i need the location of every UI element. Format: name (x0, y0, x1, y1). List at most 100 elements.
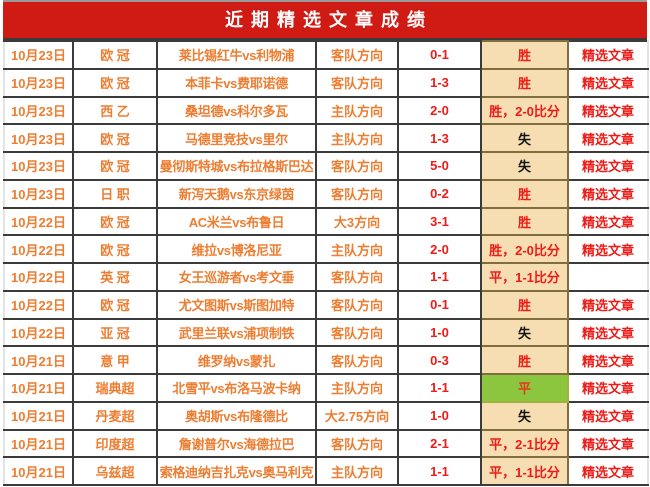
article-link[interactable]: 精选文章 (567, 345, 649, 375)
score-cell: 5-0 (397, 151, 482, 181)
match-cell: 女王巡游者vs考文垂 (156, 262, 317, 292)
score-cell: 3-1 (397, 206, 482, 237)
date-cell: 10月21日 (3, 428, 74, 459)
article-link[interactable]: 精选文章 (567, 456, 649, 486)
table-row: 10月23日 欧 冠 本菲卡vs费耶诺德 客队方向 1-3 胜 精选文章 (3, 67, 649, 98)
match-cell: 桑坦德vs科尔多瓦 (156, 95, 317, 126)
direction-cell: 客队方向 (315, 67, 399, 98)
result-cell: 胜，2-0比分 (480, 234, 569, 264)
result-cell: 胜，2-0比分 (480, 95, 569, 126)
match-cell: 索格迪纳吉扎克vs奥马利克 (156, 456, 317, 486)
table-row: 10月21日 乌兹超 索格迪纳吉扎克vs奥马利克 主队方向 1-1 平，1-1比… (3, 456, 649, 486)
table-row: 10月22日 亚 冠 武里兰联vs浦项制铁 客队方向 1-0 失 精选文章 (3, 317, 649, 348)
league-cell: 瑞典超 (72, 373, 158, 403)
direction-cell: 客队方向 (315, 428, 399, 459)
date-cell: 10月22日 (3, 262, 74, 292)
result-cell: 平，1-1比分 (480, 262, 569, 292)
result-cell: 胜 (480, 345, 569, 375)
page-title: 近期精选文章成绩 (3, 0, 647, 40)
article-link[interactable]: 精选文章 (567, 234, 649, 264)
date-cell: 10月21日 (3, 345, 74, 375)
league-cell: 欧 冠 (72, 151, 158, 181)
date-cell: 10月23日 (3, 151, 74, 181)
article-link[interactable]: 精选文章 (567, 206, 649, 237)
league-cell: 欧 冠 (72, 67, 158, 98)
direction-cell: 主队方向 (315, 234, 399, 264)
score-cell: 1-1 (397, 262, 482, 292)
table-row: 10月22日 欧 冠 AC米兰vs布鲁日 大3方向 3-1 胜 精选文章 (3, 206, 649, 237)
score-cell: 1-0 (397, 317, 482, 348)
date-cell: 10月23日 (3, 40, 74, 70)
article-link[interactable]: 精选文章 (567, 373, 649, 403)
results-table-body: 10月23日 欧 冠 莱比锡红牛vs利物浦 客队方向 0-1 胜 精选文章 10… (3, 40, 649, 486)
article-link[interactable]: 精选文章 (567, 40, 649, 70)
score-cell: 0-1 (397, 289, 482, 320)
date-cell: 10月23日 (3, 178, 74, 209)
direction-cell: 大3方向 (315, 206, 399, 237)
result-cell: 失 (480, 151, 569, 181)
league-cell: 丹麦超 (72, 400, 158, 431)
article-link[interactable]: 精选文章 (567, 178, 649, 209)
article-link[interactable]: 精选文章 (567, 151, 649, 181)
date-cell: 10月22日 (3, 289, 74, 320)
match-cell: 本菲卡vs费耶诺德 (156, 67, 317, 98)
score-cell: 0-1 (397, 40, 482, 70)
article-link (567, 262, 649, 292)
article-link[interactable]: 精选文章 (567, 289, 649, 320)
result-cell: 胜 (480, 67, 569, 98)
result-cell: 失 (480, 400, 569, 431)
date-cell: 10月23日 (3, 123, 74, 153)
date-cell: 10月21日 (3, 456, 74, 486)
article-link[interactable]: 精选文章 (567, 67, 649, 98)
score-cell: 1-1 (397, 456, 482, 486)
date-cell: 10月23日 (3, 67, 74, 98)
match-cell: 莱比锡红牛vs利物浦 (156, 40, 317, 70)
result-cell: 平，2-1比分 (480, 428, 569, 459)
article-link[interactable]: 精选文章 (567, 95, 649, 126)
table-row: 10月23日 西 乙 桑坦德vs科尔多瓦 主队方向 2-0 胜，2-0比分 精选… (3, 95, 649, 126)
table-row: 10月23日 欧 冠 曼彻斯特城vs布拉格斯巴达 客队方向 5-0 失 精选文章 (3, 151, 649, 181)
direction-cell: 主队方向 (315, 456, 399, 486)
article-link[interactable]: 精选文章 (567, 123, 649, 153)
score-cell: 0-3 (397, 345, 482, 375)
date-cell: 10月22日 (3, 234, 74, 264)
score-cell: 2-0 (397, 95, 482, 126)
result-cell: 胜 (480, 289, 569, 320)
date-cell: 10月22日 (3, 206, 74, 237)
table-row: 10月23日 日 职 新泻天鹅vs东京绿茵 客队方向 0-2 胜 精选文章 (3, 178, 649, 209)
direction-cell: 主队方向 (315, 95, 399, 126)
direction-cell: 客队方向 (315, 289, 399, 320)
table-row: 10月21日 丹麦超 奥胡斯vs布隆德比 大2.75方向 1-0 失 精选文章 (3, 400, 649, 431)
match-cell: 北雪平vs布洛马波卡纳 (156, 373, 317, 403)
result-cell: 平 (480, 373, 569, 403)
match-cell: 奥胡斯vs布隆德比 (156, 400, 317, 431)
match-cell: 曼彻斯特城vs布拉格斯巴达 (156, 151, 317, 181)
table-row: 10月21日 瑞典超 北雪平vs布洛马波卡纳 主队方向 1-1 平 精选文章 (3, 373, 649, 403)
table-row: 10月22日 欧 冠 维拉vs博洛尼亚 主队方向 2-0 胜，2-0比分 精选文… (3, 234, 649, 264)
score-cell: 1-1 (397, 373, 482, 403)
score-cell: 1-3 (397, 67, 482, 98)
table-row: 10月23日 欧 冠 莱比锡红牛vs利物浦 客队方向 0-1 胜 精选文章 (3, 40, 649, 70)
direction-cell: 客队方向 (315, 317, 399, 348)
league-cell: 意 甲 (72, 345, 158, 375)
article-link[interactable]: 精选文章 (567, 428, 649, 459)
direction-cell: 客队方向 (315, 40, 399, 70)
result-cell: 失 (480, 317, 569, 348)
match-cell: 新泻天鹅vs东京绿茵 (156, 178, 317, 209)
date-cell: 10月21日 (3, 373, 74, 403)
score-cell: 0-2 (397, 178, 482, 209)
article-link[interactable]: 精选文章 (567, 400, 649, 431)
league-cell: 乌兹超 (72, 456, 158, 486)
table-row: 10月22日 英 冠 女王巡游者vs考文垂 客队方向 1-1 平，1-1比分 (3, 262, 649, 292)
league-cell: 欧 冠 (72, 40, 158, 70)
direction-cell: 客队方向 (315, 262, 399, 292)
result-cell: 失 (480, 123, 569, 153)
match-cell: 维罗纳vs蒙扎 (156, 345, 317, 375)
league-cell: 亚 冠 (72, 317, 158, 348)
table-row: 10月23日 欧 冠 马德里竞技vs里尔 主队方向 1-3 失 精选文章 (3, 123, 649, 153)
direction-cell: 客队方向 (315, 345, 399, 375)
league-cell: 欧 冠 (72, 123, 158, 153)
result-cell: 胜 (480, 206, 569, 237)
league-cell: 印度超 (72, 428, 158, 459)
article-link[interactable]: 精选文章 (567, 317, 649, 348)
